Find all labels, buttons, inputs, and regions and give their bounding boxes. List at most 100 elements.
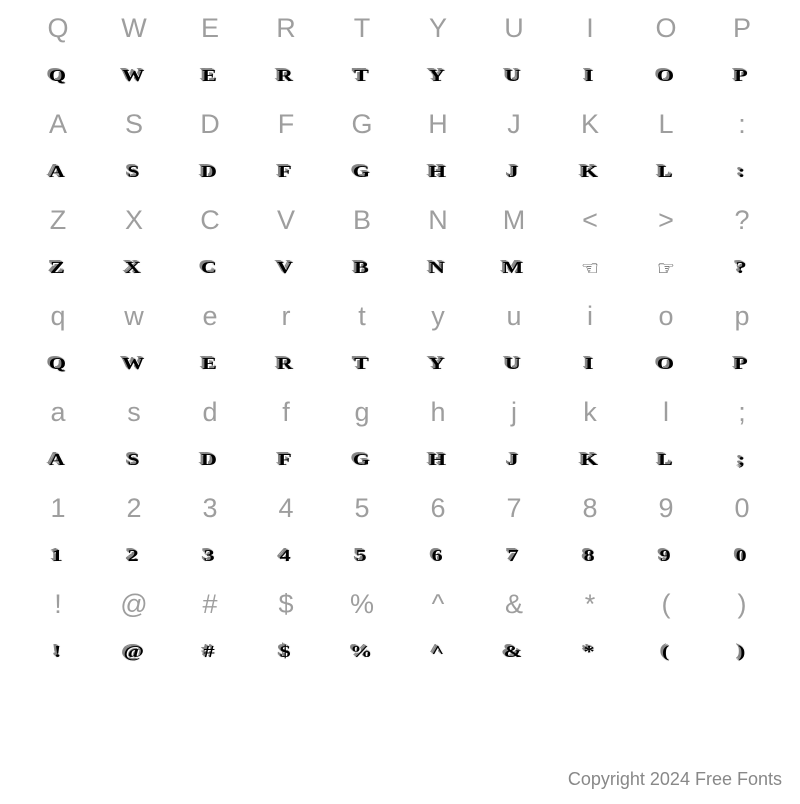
ref-cell: I xyxy=(552,4,628,52)
ref-char: r xyxy=(282,301,291,332)
glyph-cell: W xyxy=(96,340,172,388)
ref-char: ( xyxy=(662,589,671,620)
ref-char: T xyxy=(354,13,371,44)
ref-char: f xyxy=(282,397,290,428)
ref-cell: R xyxy=(248,4,324,52)
ref-char: 3 xyxy=(202,493,217,524)
ref-char: g xyxy=(354,397,369,428)
ref-cell: & xyxy=(476,580,552,628)
glyph-char: 1 xyxy=(52,546,64,566)
ref-cell: # xyxy=(172,580,248,628)
glyph-cell: % xyxy=(324,628,400,676)
glyph-char: ? xyxy=(736,258,748,278)
ref-char: * xyxy=(585,589,596,620)
ref-char: 2 xyxy=(126,493,141,524)
glyph-char: C xyxy=(201,258,218,278)
glyph-char: Z xyxy=(50,258,66,278)
glyph-cell: ☞ xyxy=(628,244,704,292)
glyph-char: K xyxy=(581,162,600,182)
ref-char: & xyxy=(505,589,523,620)
ref-cell: L xyxy=(628,100,704,148)
ref-cell: % xyxy=(324,580,400,628)
glyph-char: J xyxy=(508,162,520,182)
ref-cell: j xyxy=(476,388,552,436)
ref-char: F xyxy=(278,109,295,140)
glyph-cell: ) xyxy=(704,628,780,676)
glyph-cell: O xyxy=(628,52,704,100)
glyph-cell: M xyxy=(476,244,552,292)
ref-char: : xyxy=(738,109,746,140)
glyph-char: $ xyxy=(280,642,292,662)
glyph-cell: # xyxy=(172,628,248,676)
ref-cell: 8 xyxy=(552,484,628,532)
glyph-char: ^ xyxy=(431,642,445,662)
ref-cell: Q xyxy=(20,4,96,52)
glyph-cell: T xyxy=(324,52,400,100)
glyph-char: Y xyxy=(429,66,446,86)
ref-cell: O xyxy=(628,4,704,52)
glyph-cell: 5 xyxy=(324,532,400,580)
ref-cell: ; xyxy=(704,388,780,436)
glyph-cell: G xyxy=(324,148,400,196)
ref-cell: K xyxy=(552,100,628,148)
ref-char: 1 xyxy=(50,493,65,524)
ref-cell: < xyxy=(552,196,628,244)
glyph-char: E xyxy=(202,354,218,374)
glyph-cell: H xyxy=(400,436,476,484)
ref-cell: r xyxy=(248,292,324,340)
glyph-char: D xyxy=(201,450,218,470)
ref-char: Y xyxy=(429,13,447,44)
glyph-char: : xyxy=(738,162,747,182)
ref-cell: s xyxy=(96,388,172,436)
ref-char: a xyxy=(50,397,65,428)
ref-cell: G xyxy=(324,100,400,148)
ref-char: w xyxy=(124,301,144,332)
glyph-char: G xyxy=(353,450,372,470)
ref-cell: A xyxy=(20,100,96,148)
ref-cell: J xyxy=(476,100,552,148)
glyph-cell: D xyxy=(172,436,248,484)
ref-char: ? xyxy=(734,205,749,236)
glyph-char: D xyxy=(201,162,218,182)
ref-char: I xyxy=(586,13,594,44)
ref-cell: 0 xyxy=(704,484,780,532)
glyph-cell: 0 xyxy=(704,532,780,580)
ref-char: ; xyxy=(738,397,746,428)
glyph-cell: A xyxy=(20,436,96,484)
ref-cell: U xyxy=(476,4,552,52)
glyph-cell: 1 xyxy=(20,532,96,580)
glyph-char: A xyxy=(49,450,66,470)
ref-char: ^ xyxy=(432,589,445,620)
ref-cell: $ xyxy=(248,580,324,628)
glyph-cell: F xyxy=(248,148,324,196)
glyph-cell: P xyxy=(704,52,780,100)
glyph-char: Q xyxy=(49,354,68,374)
ref-char: S xyxy=(125,109,143,140)
ref-cell: 3 xyxy=(172,484,248,532)
ref-cell: y xyxy=(400,292,476,340)
glyph-char: O xyxy=(657,354,676,374)
glyph-cell: P xyxy=(704,340,780,388)
ref-char: B xyxy=(353,205,371,236)
glyph-cell: U xyxy=(476,52,552,100)
glyph-char: X xyxy=(125,258,142,278)
glyph-char: I xyxy=(585,66,595,86)
ref-cell: l xyxy=(628,388,704,436)
glyph-cell: ! xyxy=(20,628,96,676)
ref-char: V xyxy=(277,205,295,236)
ref-char: k xyxy=(583,397,597,428)
ref-cell: 2 xyxy=(96,484,172,532)
ref-cell: > xyxy=(628,196,704,244)
glyph-char: 4 xyxy=(280,546,292,566)
glyph-cell: X xyxy=(96,244,172,292)
ref-cell: ? xyxy=(704,196,780,244)
glyph-cell: I xyxy=(552,52,628,100)
glyph-char: ☞ xyxy=(657,256,675,281)
glyph-char: Q xyxy=(49,66,68,86)
glyph-cell: ☜ xyxy=(552,244,628,292)
ref-char: 7 xyxy=(506,493,521,524)
ref-char: % xyxy=(350,589,374,620)
ref-cell: 7 xyxy=(476,484,552,532)
glyph-cell: K xyxy=(552,148,628,196)
glyph-char: U xyxy=(505,354,522,374)
